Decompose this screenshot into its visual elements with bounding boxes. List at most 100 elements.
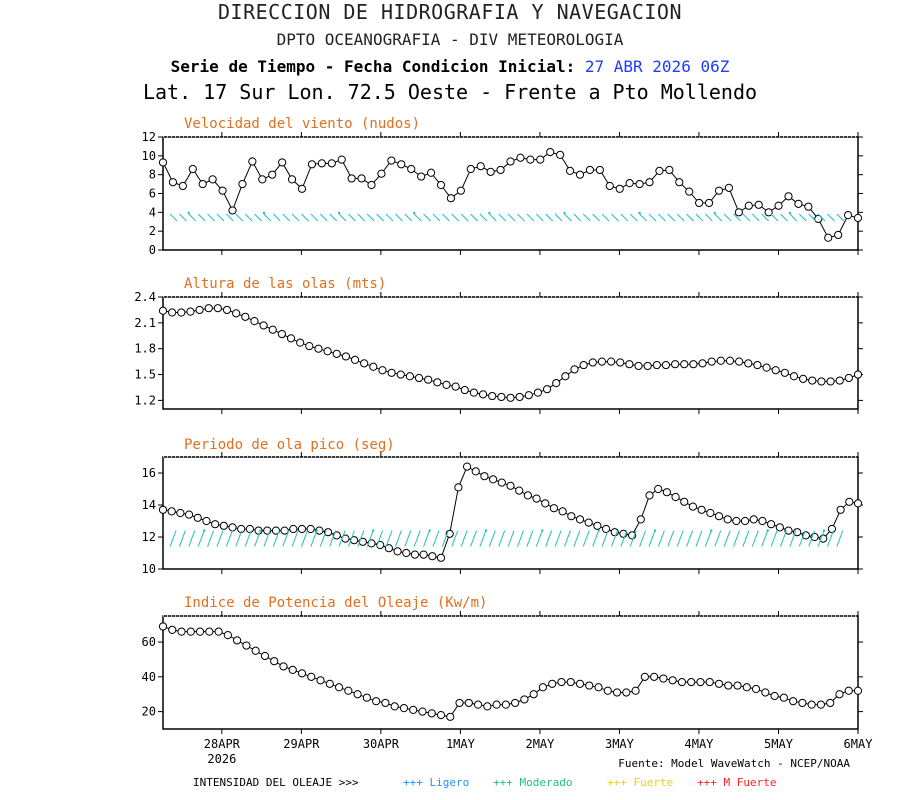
data-point xyxy=(697,505,706,514)
y-tick-label: 0 xyxy=(149,243,156,257)
data-point xyxy=(228,206,237,215)
data-point xyxy=(680,360,689,369)
panel-title: Indice de Potencia del Oleaje (Kw/m) xyxy=(184,595,487,611)
y-tick-label: 6 xyxy=(149,187,156,201)
data-point xyxy=(325,679,334,688)
direction-arrow xyxy=(451,530,459,547)
data-point xyxy=(601,524,611,534)
data-point xyxy=(724,183,734,192)
data-point xyxy=(213,304,222,313)
direction-arrow xyxy=(460,213,469,222)
data-point xyxy=(612,688,622,697)
direction-arrow xyxy=(695,530,703,547)
data-point xyxy=(428,552,437,561)
direction-arrow xyxy=(817,530,825,547)
y-tick-label: 1.2 xyxy=(134,393,156,407)
data-point xyxy=(228,523,237,532)
data-point xyxy=(462,462,472,471)
data-point xyxy=(595,165,604,175)
data-point xyxy=(399,704,409,713)
data-point xyxy=(566,677,575,687)
direction-arrow xyxy=(554,530,562,547)
data-point xyxy=(775,523,784,532)
data-point xyxy=(789,372,799,381)
data-point xyxy=(724,681,733,690)
data-point xyxy=(655,166,664,175)
direction-arrow xyxy=(517,530,524,547)
data-point xyxy=(548,679,557,688)
data-point xyxy=(659,674,668,683)
direction-arrow-head xyxy=(597,529,600,532)
direction-arrow xyxy=(498,530,506,547)
data-point xyxy=(362,693,371,702)
data-point xyxy=(751,684,761,694)
data-point xyxy=(427,709,436,718)
direction-arrow xyxy=(620,530,628,547)
intensity-legend-label: INTENSIDAD DEL OLEAJE >>> xyxy=(193,776,359,789)
data-point xyxy=(232,309,241,318)
data-point xyxy=(478,390,488,399)
data-point xyxy=(426,168,436,177)
data-point xyxy=(532,494,541,503)
direction-arrow-head xyxy=(653,529,657,532)
direction-arrow xyxy=(723,530,731,547)
data-point xyxy=(723,515,732,524)
data-point xyxy=(793,528,802,537)
y-tick-label: 10 xyxy=(142,149,156,163)
data-point xyxy=(287,175,297,184)
direction-arrow xyxy=(582,213,591,222)
data-point xyxy=(714,186,724,195)
direction-arrow-head xyxy=(713,211,716,215)
data-point xyxy=(688,502,698,511)
data-point xyxy=(665,165,674,175)
data-point xyxy=(557,677,566,687)
data-point xyxy=(353,690,362,699)
direction-arrow xyxy=(423,213,431,222)
data-point xyxy=(177,627,186,636)
data-point xyxy=(424,375,433,384)
direction-arrow xyxy=(441,530,449,547)
direction-arrow xyxy=(385,530,393,547)
panel-title: Altura de las olas (mts) xyxy=(184,276,386,292)
data-point xyxy=(492,700,501,709)
direction-arrow xyxy=(329,213,338,222)
header-location: Lat. 17 Sur Lon. 72.5 Oeste - Frente a P… xyxy=(142,80,758,104)
direction-arrow xyxy=(808,530,816,547)
direction-arrow xyxy=(432,530,440,547)
direction-arrow xyxy=(451,213,460,222)
data-point xyxy=(704,198,714,208)
x-tick-label: 28APR xyxy=(204,737,241,751)
direction-arrow xyxy=(629,530,637,547)
direction-arrow xyxy=(263,213,272,222)
direction-arrow xyxy=(169,213,178,222)
data-point xyxy=(735,357,744,366)
data-point xyxy=(714,679,724,688)
direction-arrow xyxy=(761,530,769,547)
data-point xyxy=(799,374,808,383)
direction-arrow xyxy=(554,213,563,222)
direction-arrow xyxy=(780,213,788,222)
direction-arrow xyxy=(770,213,779,222)
direction-arrow xyxy=(179,213,187,222)
data-point xyxy=(414,373,424,383)
direction-arrow xyxy=(404,213,413,222)
direction-arrow xyxy=(338,530,346,547)
data-point xyxy=(402,548,411,558)
data-point xyxy=(168,178,178,187)
panel-title: Periodo de ola pico (seg) xyxy=(184,437,395,453)
data-point xyxy=(754,200,763,209)
direction-arrow xyxy=(385,213,394,222)
data-point xyxy=(158,622,168,631)
direction-arrow xyxy=(704,530,712,547)
data-point xyxy=(347,174,356,183)
direction-arrow-head xyxy=(187,211,190,215)
direction-arrow xyxy=(488,213,497,222)
data-point xyxy=(469,388,479,397)
direction-arrow xyxy=(301,530,308,547)
direction-arrow xyxy=(413,213,422,222)
data-point xyxy=(597,357,607,366)
direction-arrow xyxy=(733,213,741,222)
direction-arrow xyxy=(376,530,384,547)
direction-arrow xyxy=(676,213,685,222)
direction-arrow xyxy=(686,213,694,222)
